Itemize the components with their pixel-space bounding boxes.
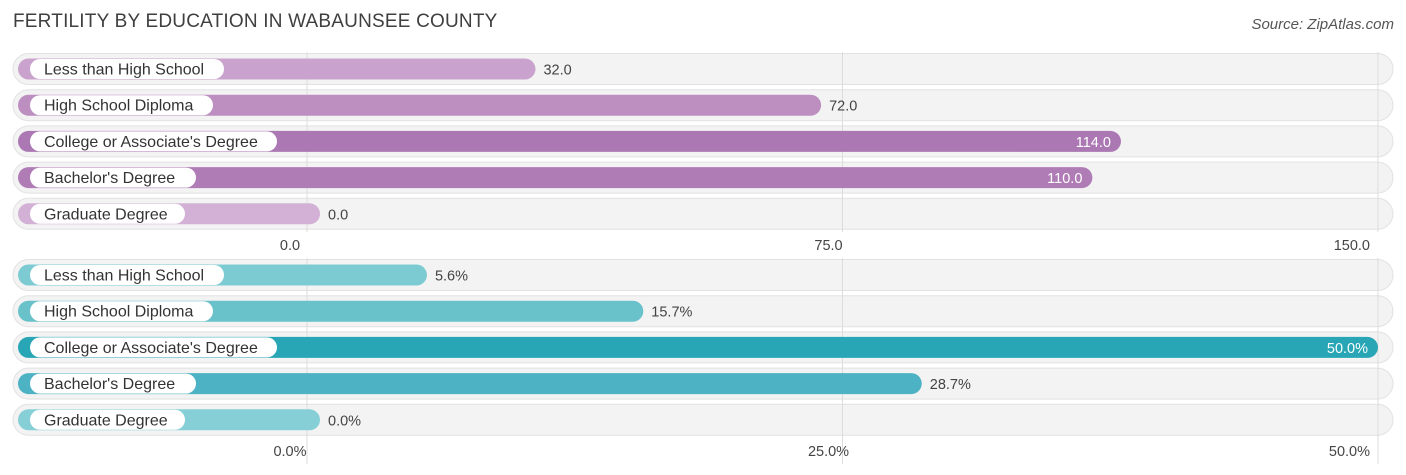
- value-label: 5.6%: [435, 269, 468, 285]
- category-label: Bachelor's Degree: [44, 376, 175, 393]
- chart-panel-1: Less than High School 32.0 High School Dip…: [12, 52, 1394, 254]
- bar-bachelor-s-degree: [18, 373, 922, 395]
- category-label: Bachelor's Degree: [44, 170, 175, 187]
- value-label: 110.0: [1047, 171, 1082, 187]
- category-pill: [30, 409, 185, 430]
- bar-college-or-associate-s-degree: [18, 336, 1378, 358]
- tick-label: 75.0: [814, 238, 842, 254]
- bar-track: [12, 403, 1394, 436]
- category-label: High School Diploma: [44, 98, 194, 115]
- category-pill: [30, 167, 196, 188]
- category-label: College or Associate's Degree: [44, 340, 258, 357]
- category-pill: [30, 337, 277, 358]
- tick-label: 25.0%: [808, 444, 849, 460]
- bar-track: [12, 197, 1394, 230]
- value-label: 32.0: [543, 63, 571, 79]
- tick-label: 0.0: [280, 238, 300, 254]
- value-label: 28.7%: [930, 377, 971, 393]
- tick-label: 0.0%: [273, 444, 306, 460]
- category-pill: [30, 95, 213, 116]
- category-pill: [30, 301, 213, 322]
- value-label: 15.7%: [651, 305, 692, 321]
- value-label: 0.0%: [328, 413, 361, 429]
- category-pill: [30, 131, 277, 152]
- category-label: Graduate Degree: [44, 412, 168, 429]
- category-pill: [30, 373, 196, 394]
- category-label: High School Diploma: [44, 304, 194, 321]
- value-label: 72.0: [829, 99, 857, 115]
- value-label: 50.0%: [1327, 341, 1368, 357]
- category-pill: [30, 265, 224, 285]
- tick-label: 50.0%: [1329, 444, 1370, 460]
- category-pill: [30, 203, 185, 224]
- bar-bachelor-s-degree: [18, 167, 1093, 189]
- chart-panel-2: Less than High School 5.6% High School Dip…: [12, 258, 1394, 464]
- source-note: Source: ZipAtlas.com: [1251, 16, 1394, 33]
- bar-college-or-associate-s-degree: [18, 130, 1121, 152]
- category-label: Graduate Degree: [44, 206, 168, 223]
- category-label: College or Associate's Degree: [44, 134, 258, 151]
- category-label: Less than High School: [44, 268, 204, 285]
- value-label: 114.0: [1076, 135, 1111, 151]
- chart-title: FERTILITY BY EDUCATION IN WABAUNSEE COUN…: [13, 11, 498, 32]
- category-pill: [30, 59, 224, 79]
- value-label: 0.0: [328, 207, 348, 223]
- tick-label: 150.0: [1334, 238, 1370, 254]
- category-label: Less than High School: [44, 62, 204, 79]
- bar-high-school-diploma: [18, 94, 822, 116]
